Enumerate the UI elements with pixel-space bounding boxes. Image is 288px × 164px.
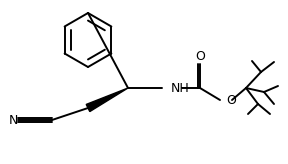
Polygon shape bbox=[86, 88, 128, 112]
Text: NH: NH bbox=[171, 82, 190, 94]
Text: N: N bbox=[8, 113, 18, 126]
Text: O: O bbox=[226, 93, 236, 106]
Text: O: O bbox=[195, 51, 205, 63]
